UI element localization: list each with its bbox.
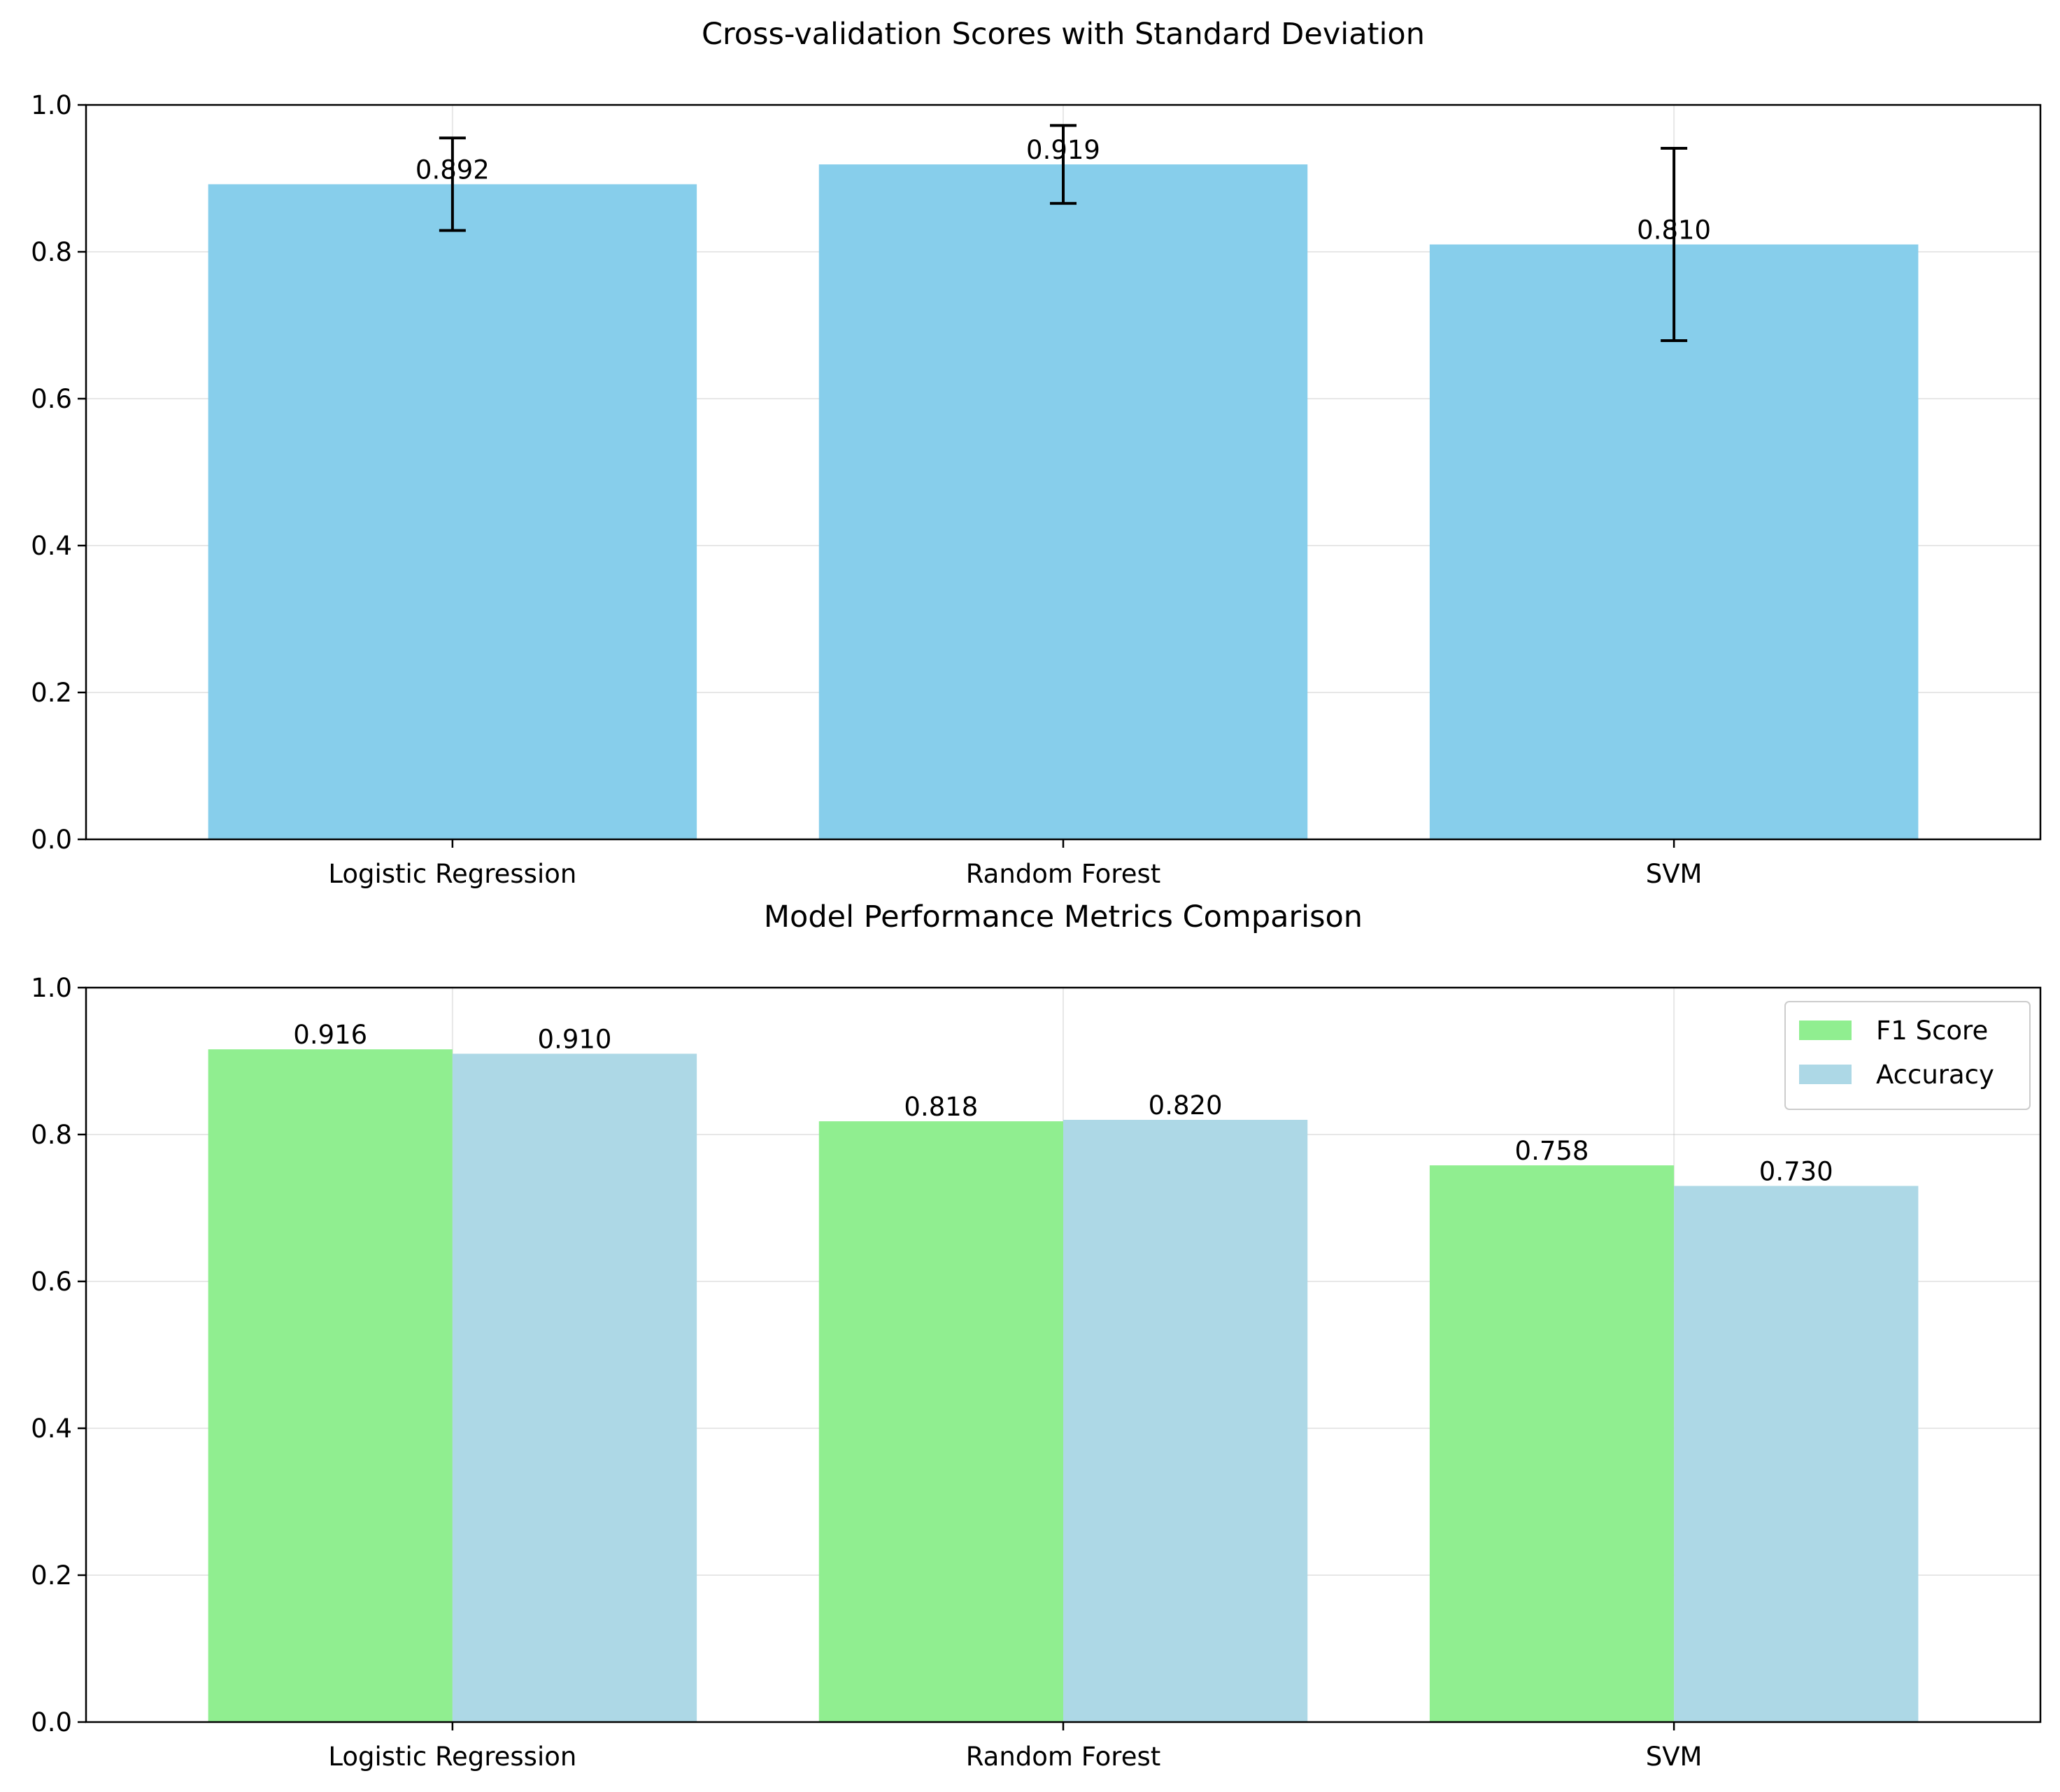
x-tick-label: SVM [1646,859,1703,889]
data-label: 0.892 [415,155,490,185]
bar [1674,1186,1919,1722]
data-label: 0.818 [904,1092,978,1122]
data-label: 0.810 [1637,215,1711,246]
bar [1063,1120,1308,1722]
axis-ticks: 0.0 0.2 0.4 0.6 0.8 1.0 Logistic Regression Ran… [31,90,1702,889]
legend-swatch [1799,1021,1852,1040]
legend-label: Accuracy [1876,1060,1994,1090]
data-labels: 0.916 0.818 0.758 0.910 0.820 0.730 [293,1020,1833,1186]
bar [1429,1165,1675,1722]
y-tick-label: 0.2 [31,678,72,708]
error-bars [439,124,1688,343]
chart-title: Model Performance Metrics Comparison [764,899,1363,934]
bar [208,184,697,839]
bar [208,1049,453,1722]
bars [208,1049,1919,1722]
y-tick-label: 0.6 [31,384,72,414]
data-label: 0.730 [1759,1157,1833,1187]
data-label: 0.919 [1026,135,1100,165]
data-label: 0.916 [293,1020,367,1050]
x-tick-label: Random Forest [966,859,1161,889]
y-tick-label: 0.8 [31,237,72,267]
cv-scores-chart: Cross-validation Scores with Standard De… [31,17,2042,889]
y-tick-label: 0.4 [31,1414,72,1444]
bar [1429,244,1919,839]
y-tick-label: 0.2 [31,1560,72,1591]
x-tick-label: Random Forest [966,1742,1161,1772]
metrics-comparison-chart: Model Performance Metrics Comparison 0.9… [31,899,2042,1772]
y-tick-label: 0.4 [31,531,72,561]
bar [818,164,1308,840]
x-tick-label: SVM [1646,1742,1703,1772]
legend: F1 Score Accuracy [1784,1001,2031,1110]
axis-ticks: 0.0 0.2 0.4 0.6 0.8 1.0 Logistic Regression Ran… [31,973,1702,1772]
y-tick-label: 0.0 [31,825,72,855]
bar [452,1053,697,1722]
data-label: 0.910 [538,1025,612,1055]
chart-title: Cross-validation Scores with Standard De… [702,17,1425,52]
legend-swatch [1799,1065,1852,1084]
y-tick-label: 1.0 [31,90,72,120]
y-tick-label: 0.8 [31,1120,72,1150]
x-tick-label: Logistic Regression [328,1742,576,1772]
data-label: 0.758 [1515,1136,1589,1166]
data-labels: 0.892 0.919 0.810 [415,135,1711,245]
x-tick-label: Logistic Regression [328,859,576,889]
bar [818,1121,1063,1722]
bars [208,164,1919,840]
y-tick-label: 0.6 [31,1267,72,1297]
data-label: 0.820 [1149,1090,1223,1121]
legend-label: F1 Score [1876,1016,1988,1046]
y-tick-label: 1.0 [31,973,72,1003]
y-tick-label: 0.0 [31,1707,72,1737]
